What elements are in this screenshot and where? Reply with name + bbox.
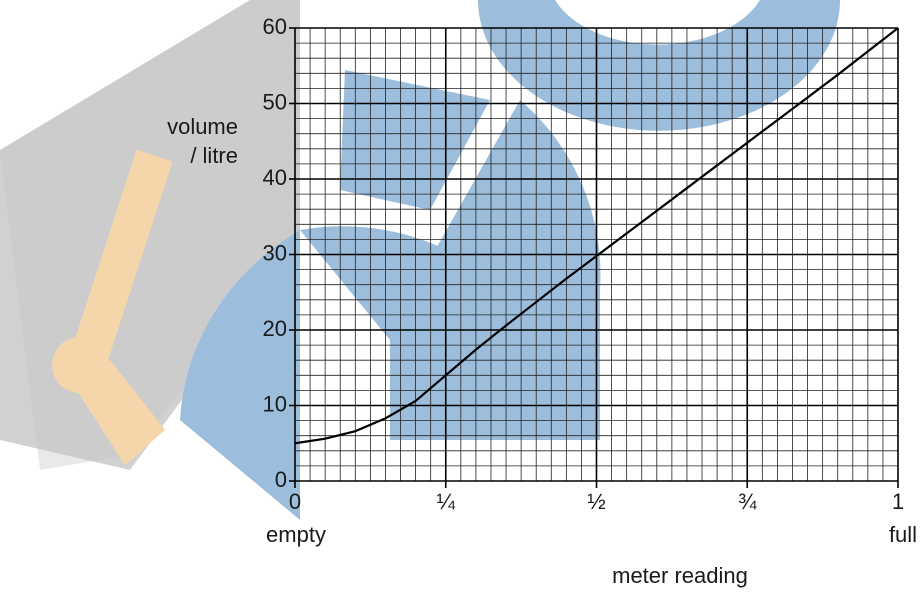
x-tick-label: ¼ [437,489,456,514]
x-tick-label: 0 [289,489,301,514]
y-tick-label: 30 [263,240,287,265]
y-axis-label: volume [167,114,238,139]
y-tick-label: 50 [263,89,287,114]
x-tick-label: ¾ [738,489,757,514]
y-tick-label: 40 [263,165,287,190]
y-tick-label: 0 [275,467,287,492]
x-axis-label: meter reading [612,563,748,588]
x-min-label: empty [266,522,326,547]
y-tick-label: 20 [263,316,287,341]
x-tick-label: 1 [892,489,904,514]
watermark [0,0,840,520]
y-axis-label: / litre [190,143,238,168]
chart: volume / litre empty full meter reading … [0,0,921,592]
x-max-label: full [889,522,917,547]
x-tick-label: ½ [587,489,605,514]
y-tick-label: 60 [263,14,287,39]
y-tick-label: 10 [263,391,287,416]
